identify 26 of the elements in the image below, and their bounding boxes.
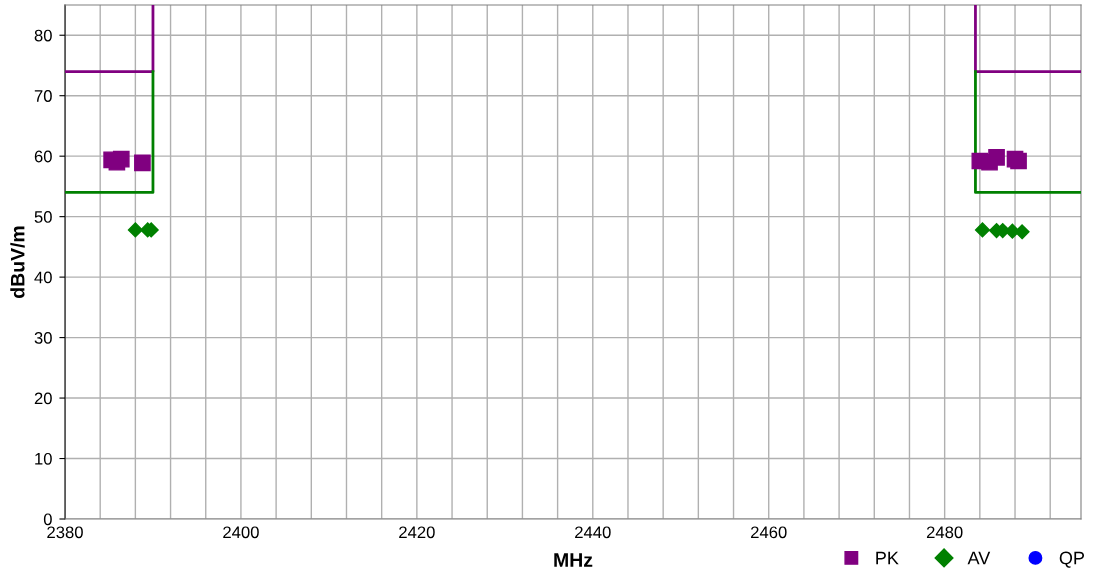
legend-label: AV bbox=[967, 551, 991, 565]
point bbox=[134, 154, 151, 172]
y-tick-label: 70 bbox=[34, 90, 52, 102]
y-tick-label: 40 bbox=[34, 271, 52, 284]
y-tick-label: 50 bbox=[34, 211, 52, 223]
y-tick-label: 20 bbox=[34, 392, 52, 405]
x-axis-title: MHz bbox=[554, 553, 593, 567]
legend-label: QP bbox=[1059, 551, 1085, 568]
y-tick-label: 80 bbox=[34, 29, 52, 42]
x-tick-label: 2460 bbox=[751, 526, 787, 539]
legend-label: PK bbox=[876, 551, 899, 565]
y-tick-label: 0 bbox=[43, 513, 52, 526]
y-tick-label: 60 bbox=[34, 150, 52, 163]
x-tick-label: 2400 bbox=[223, 526, 259, 539]
y-tick-label: 30 bbox=[34, 331, 52, 344]
point bbox=[988, 149, 1005, 166]
y-axis-title: dBuV/m bbox=[10, 226, 25, 298]
y-tick-label: 10 bbox=[35, 452, 52, 465]
x-tick-label: 2440 bbox=[575, 526, 611, 539]
x-tick-label: 2380 bbox=[47, 526, 83, 539]
point bbox=[127, 222, 143, 238]
x-tick-label: 2420 bbox=[399, 526, 435, 539]
point bbox=[112, 150, 130, 168]
x-tick-label: 2480 bbox=[926, 526, 963, 539]
point bbox=[1010, 152, 1027, 170]
point bbox=[974, 222, 991, 238]
